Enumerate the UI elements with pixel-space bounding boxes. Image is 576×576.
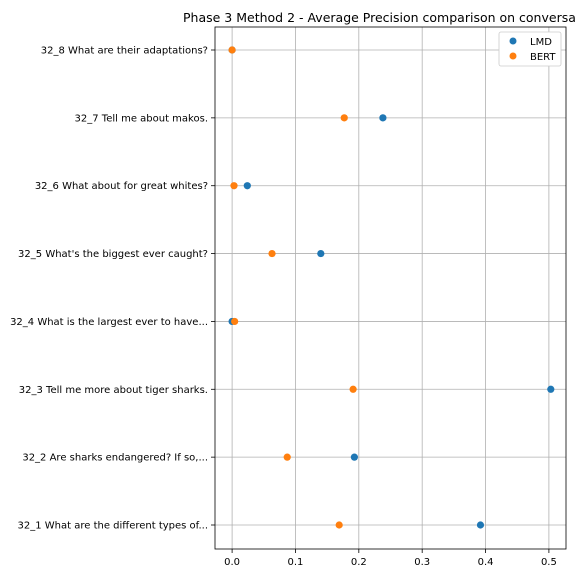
data-point-lmd [547,385,555,393]
x-tick-label: 0.2 [351,557,367,568]
legend-marker-lmd [509,37,517,45]
plot-area-frame [214,26,567,550]
legend-label-bert: BERT [530,52,556,63]
y-tick-label: 32_5 What's the biggest ever caught? [18,249,208,260]
data-point-lmd [476,521,485,529]
data-point-bert [335,521,343,529]
x-tick-label: 0.5 [541,557,557,568]
data-point-bert [230,182,238,190]
data-point-bert [283,453,291,461]
x-tick-label: 0.1 [288,557,304,568]
grid-lines [215,27,566,549]
data-point-lmd [379,114,387,122]
y-tick-label: 32_4 What is the largest ever to have... [10,317,208,328]
data-point-lmd [350,453,358,461]
legend: LMD BERT [498,31,562,67]
y-tick-label: 32_8 What are their adaptations? [41,46,208,57]
y-tick-label: 32_2 Are sharks endangered? If so,... [22,453,208,464]
data-point-bert [268,249,276,258]
data-point-bert [231,317,239,326]
y-tick-label: 32_6 What about for great whites? [35,181,208,192]
data-point-bert [349,385,357,393]
y-tick-label: 32_1 What are the different types of... [18,521,208,532]
legend-marker-bert [509,52,517,60]
x-tick-label: 0.4 [478,557,494,568]
data-point-lmd [317,249,325,258]
data-point-lmd [243,182,251,190]
chart-title: Phase 3 Method 2 - Average Precision com… [183,10,576,25]
x-tick-label: 0.0 [224,557,240,568]
x-tick-label: 0.3 [414,557,430,568]
data-points [228,46,555,529]
legend-label-lmd: LMD [530,37,552,48]
y-axis-ticks: 32_1 What are the different types of... 3… [10,46,215,532]
data-point-bert [340,114,348,122]
y-tick-label: 32_3 Tell me more about tiger sharks. [19,385,208,396]
y-tick-label: 32_7 Tell me about makos. [75,113,208,124]
x-axis-ticks: 0.0 0.1 0.2 0.3 0.4 0.5 [224,549,557,568]
data-point-bert [228,46,236,54]
